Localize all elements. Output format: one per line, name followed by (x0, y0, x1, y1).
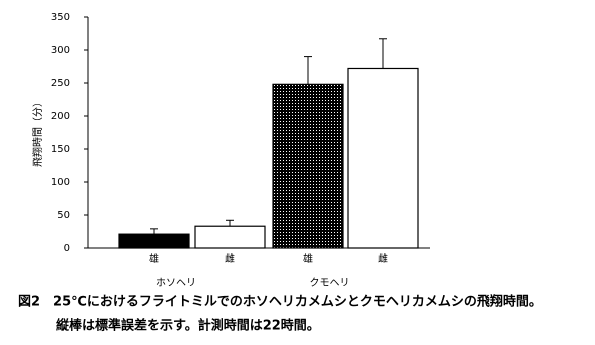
caption-line: 縦棒は標準誤差を示す。計測時間は22時間。 (56, 318, 320, 334)
bar (347, 67, 419, 249)
bar (118, 233, 190, 249)
caption-line: 図2 25℃におけるフライトミルでのホソヘリカメムシとクモヘリカメムシの飛翔時間… (18, 294, 542, 310)
y-tick-label: 100 (51, 177, 70, 188)
x-tick-label: 雌 (225, 252, 235, 265)
bar (194, 225, 266, 249)
x-tick-label: 雄 (303, 252, 313, 265)
y-tick-label: 250 (51, 78, 70, 89)
y-tick-label: 200 (51, 111, 70, 122)
x-tick-label: 雌 (378, 252, 388, 265)
x-tick-label: 雄 (149, 252, 159, 265)
y-tick-label: 300 (51, 45, 70, 56)
group-label: ホソヘリ (156, 277, 196, 289)
bar (272, 83, 344, 249)
group-label: クモヘリ (310, 277, 350, 289)
y-tick-label: 350 (51, 12, 70, 23)
y-tick-label: 0 (64, 243, 70, 254)
y-tick-label: 150 (51, 144, 70, 155)
y-axis-label: 飛翔時間（分） (31, 97, 44, 167)
y-tick-label: 50 (57, 210, 70, 221)
